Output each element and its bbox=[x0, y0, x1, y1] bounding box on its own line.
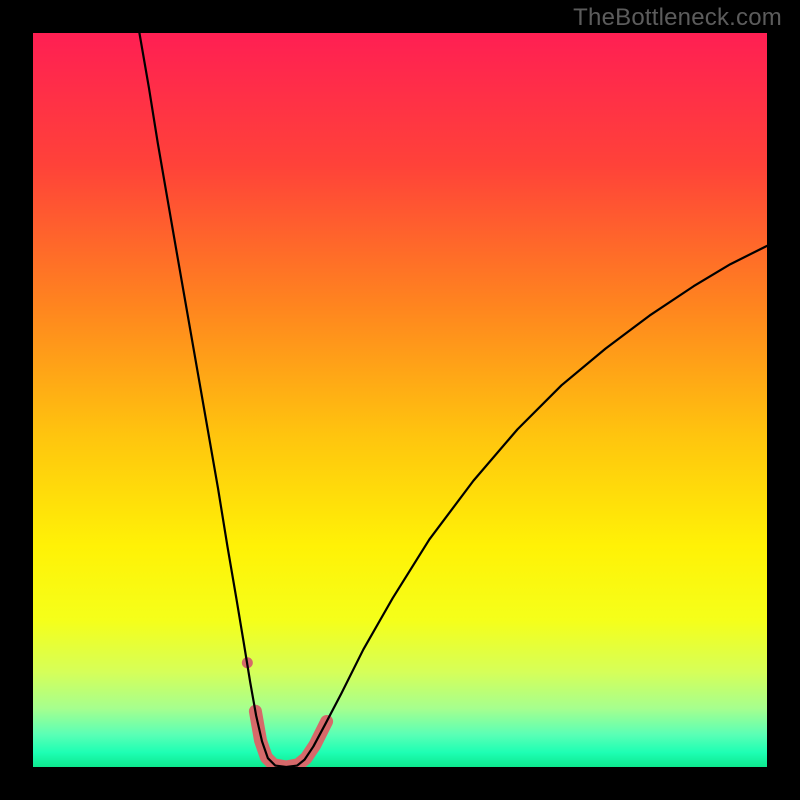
chart-frame: TheBottleneck.com bbox=[0, 0, 800, 800]
watermark-text: TheBottleneck.com bbox=[573, 4, 782, 32]
gradient-background bbox=[33, 33, 767, 767]
bottleneck-chart bbox=[33, 33, 767, 767]
